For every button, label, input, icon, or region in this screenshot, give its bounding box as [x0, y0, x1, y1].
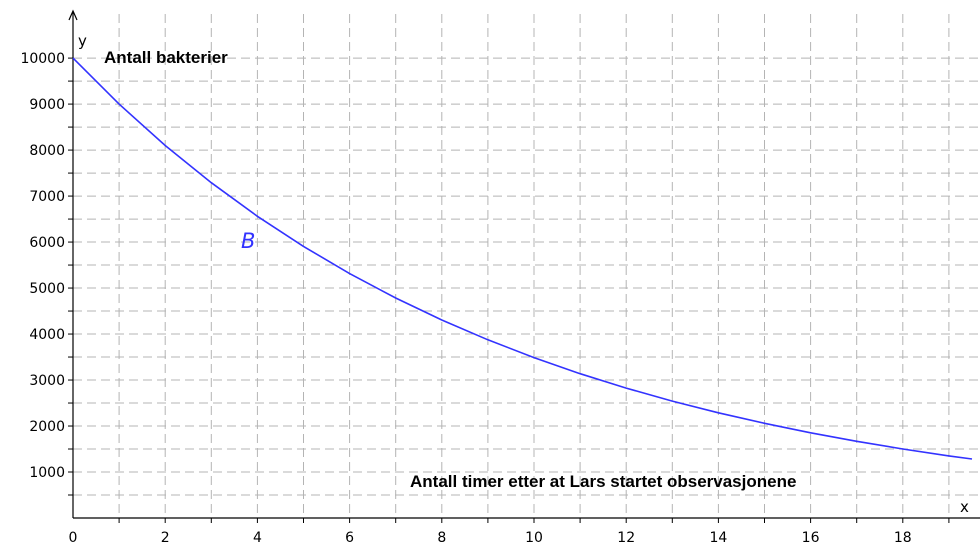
tick-labels: 0 2 4 6 8 10 12 14 16 18 1000 2000 3000 4000 5000 6000 7…	[20, 51, 911, 546]
series-line-b	[72, 57, 973, 460]
y-tick-label: 2000	[29, 419, 65, 435]
y-axis-arrow	[68, 9, 78, 21]
y-tick-label: 5000	[29, 281, 65, 297]
grid	[73, 14, 980, 518]
axes	[68, 9, 980, 519]
chart-title: Antall bakterier	[104, 48, 228, 67]
y-tick-label: 10000	[20, 51, 65, 67]
x-tick-label: 0	[69, 530, 78, 546]
x-tick-label: 2	[161, 530, 170, 546]
series-label-b: B	[241, 229, 255, 253]
x-tick-label: 10	[525, 530, 543, 546]
x-tick-label: 16	[802, 530, 820, 546]
x-tick-label: 4	[253, 530, 262, 546]
x-tick-label: 18	[894, 530, 912, 546]
y-axis-letter: y	[78, 32, 87, 50]
x-tick-label: 8	[437, 530, 446, 546]
y-tick-label: 3000	[29, 373, 65, 389]
x-axis-label: Antall timer etter at Lars startet obser…	[410, 472, 796, 491]
x-tick-label: 6	[345, 530, 354, 546]
x-axis-letter: x	[960, 498, 969, 516]
x-tick-label: 12	[617, 530, 635, 546]
ticks	[68, 57, 950, 523]
y-tick-label: 4000	[29, 327, 65, 343]
y-tick-label: 8000	[29, 143, 65, 159]
y-tick-label: 1000	[29, 465, 65, 481]
y-tick-label: 9000	[29, 97, 65, 113]
y-tick-label: 7000	[29, 189, 65, 205]
y-tick-label: 6000	[29, 235, 65, 251]
x-tick-label: 14	[709, 530, 727, 546]
